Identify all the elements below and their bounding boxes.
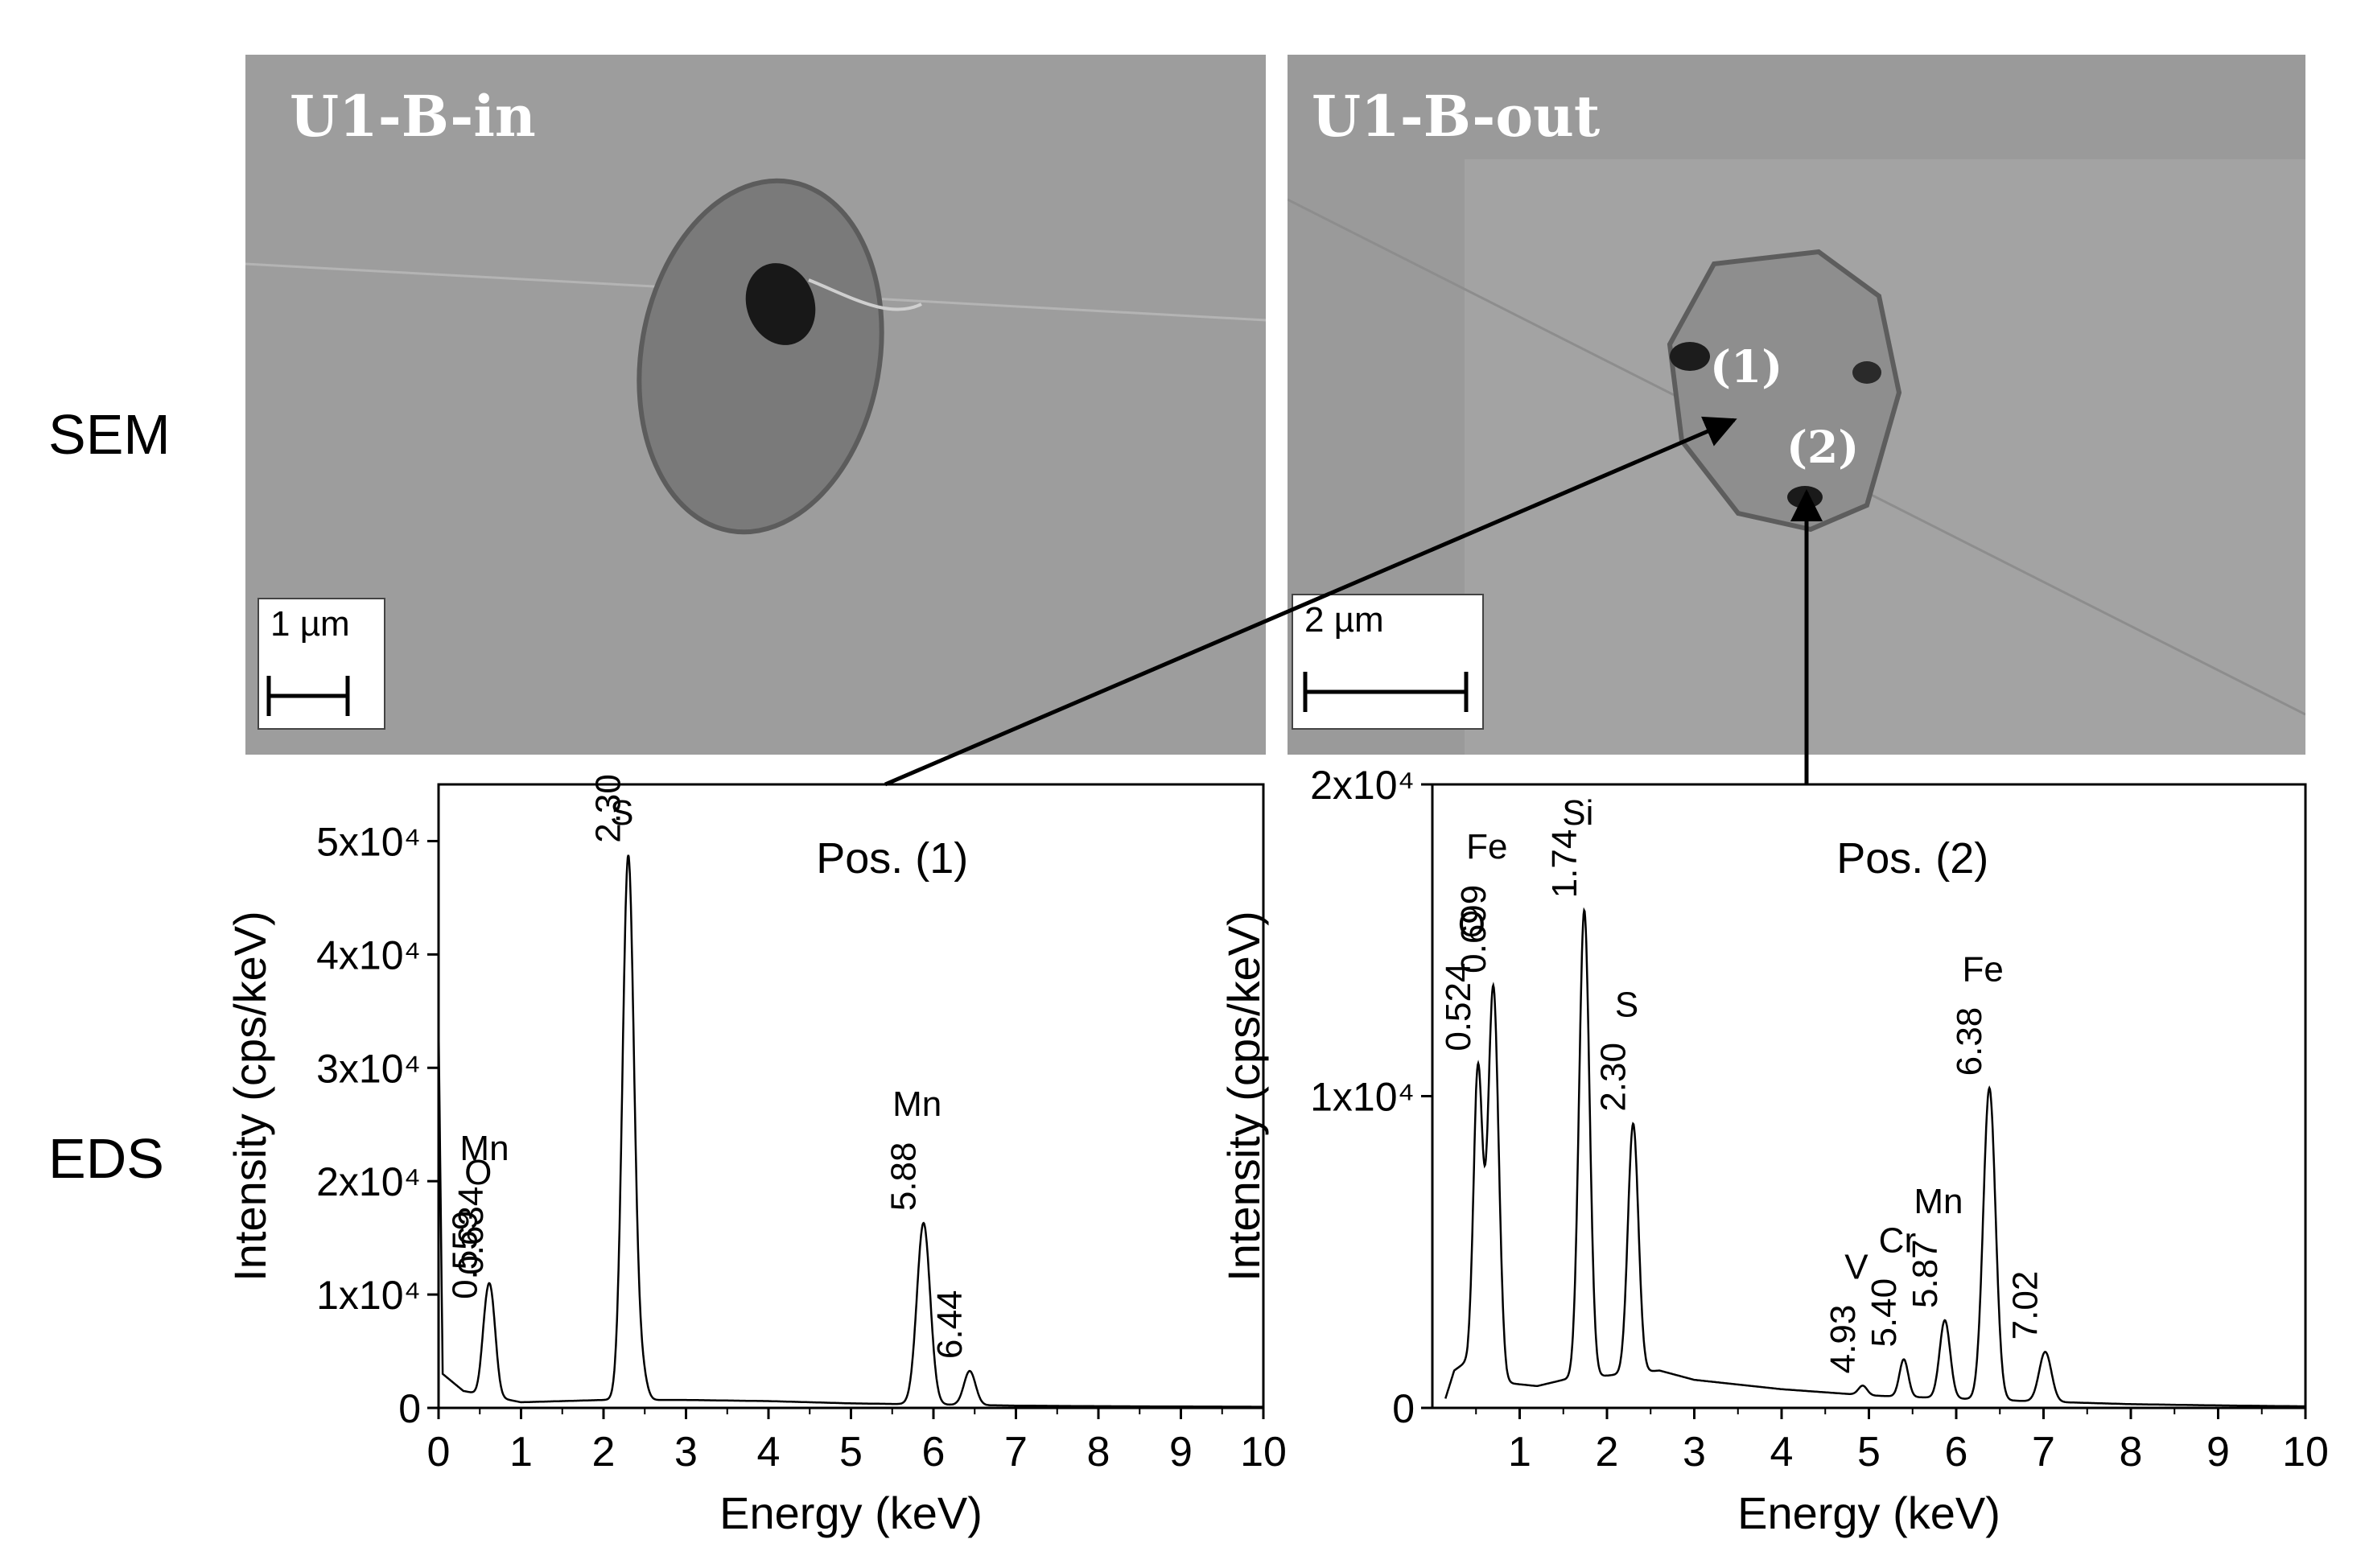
chart-title: Pos. (1): [816, 834, 968, 883]
x-tick-label: 2: [1596, 1429, 1619, 1475]
x-tick-label: 3: [674, 1429, 698, 1475]
x-tick-label: 6: [1945, 1429, 1968, 1475]
peak-value-label: 7.02: [2006, 1271, 2046, 1340]
y-tick-label: 4x10⁴: [316, 932, 421, 977]
peak-value-label: 1.74: [1545, 829, 1584, 899]
spectrum-line: [1444, 907, 2305, 1408]
x-tick-label: 9: [1169, 1429, 1193, 1475]
element-label: Si: [1562, 793, 1593, 833]
x-tick-label: 2: [592, 1429, 616, 1475]
chart-title: Pos. (2): [1836, 834, 1988, 883]
peak-value-label: 0.634: [451, 1187, 491, 1275]
element-label: V: [1844, 1247, 1869, 1286]
x-axis-label: Energy (keV): [719, 1488, 983, 1538]
connector-arrow-1: [884, 416, 1737, 787]
inclusion-in: [637, 178, 884, 535]
x-tick-label: 4: [1770, 1429, 1794, 1475]
scale-bar-label-in: 1 µm: [270, 604, 350, 644]
sem-image-in: U1-B-in 1 µm: [245, 55, 1266, 755]
spectrum-line: [437, 854, 1263, 1408]
x-tick-label: 1: [1508, 1429, 1531, 1475]
row-label-eds: EDS: [48, 1127, 164, 1190]
x-tick-label: 7: [2032, 1429, 2055, 1475]
x-tick-label: 7: [1004, 1429, 1028, 1475]
peak-value-label: 5.87: [1906, 1239, 1945, 1308]
y-tick-label: 0: [398, 1386, 421, 1431]
x-tick-label: 8: [2120, 1429, 2143, 1475]
element-label: Fe: [1963, 949, 2004, 989]
x-tick-label: 10: [1240, 1429, 1287, 1475]
peak-value-label: 2.30: [1594, 1043, 1634, 1112]
y-tick-label: 1x10⁴: [316, 1273, 421, 1318]
scale-bar-out: 2 µm: [1292, 594, 1484, 730]
x-tick-label: 10: [2282, 1429, 2329, 1475]
element-label: Fe: [1466, 827, 1507, 866]
element-label: S: [610, 793, 633, 833]
eds-chart-pos2: 1 2 3 4 5 6 7 8 9 10 0 1x10⁴ 2x10⁴ Energy (keV) Intens…: [1218, 763, 2329, 1538]
peak-value-label: 5.88: [884, 1142, 924, 1212]
marker-1: (1): [1710, 340, 1783, 393]
inclusion-out: [1667, 249, 1902, 533]
peak-value-label: 4.93: [1823, 1305, 1863, 1374]
y-axis-label: Intensity (cps/keV): [1218, 911, 1269, 1282]
y-tick-label: 5x10⁴: [316, 819, 421, 864]
element-label: Mn: [459, 1129, 509, 1168]
panel-title-in: U1-B-in: [290, 83, 536, 150]
peak-value-label: 5.40: [1864, 1278, 1904, 1348]
x-tick-label: 8: [1087, 1429, 1110, 1475]
y-tick-label: 3x10⁴: [316, 1046, 421, 1091]
peak-value-label: 0.559: [445, 1211, 484, 1299]
x-tick-label: 5: [1857, 1429, 1881, 1475]
row-label-sem: SEM: [48, 403, 171, 466]
x-tick-label: 6: [922, 1429, 946, 1475]
marker-2: (2): [1786, 421, 1860, 473]
sem-image-out: U1-B-out (1) (2) 2 µm: [1288, 55, 2305, 755]
x-tick-label: 1: [509, 1429, 533, 1475]
element-label: O: [464, 1153, 492, 1192]
element-label: O: [1458, 905, 1485, 945]
y-tick-label: 0: [1392, 1386, 1415, 1431]
x-tick-label: 4: [757, 1429, 781, 1475]
y-tick-label: 1x10⁴: [1310, 1075, 1415, 1120]
x-tick-label: 9: [2206, 1429, 2230, 1475]
y-tick-label: 2x10⁴: [316, 1159, 421, 1204]
eds-chart-pos1: 0 1 2 3 4 5 6 7 8 9 10 0 1x10⁴ 2x10⁴ 3x10⁴ 4x10⁴ 5x10⁴ En…: [225, 774, 1287, 1538]
scale-bar-in: 1 µm: [258, 598, 385, 730]
sem-micrograph-in: [245, 55, 1266, 755]
peak-value-label: 0.524: [1439, 963, 1478, 1052]
y-axis-label: Intensity (cps/keV): [225, 911, 275, 1282]
x-axis-label: Energy (keV): [1737, 1488, 2000, 1538]
peak-value-label: 0.699: [1454, 885, 1494, 973]
element-label: Mn: [1914, 1182, 1963, 1221]
element-label: Cr: [1879, 1221, 1916, 1261]
element-label: Mn: [892, 1084, 941, 1124]
element-label: S: [1615, 986, 1638, 1025]
y-tick-label: 2x10⁴: [1310, 763, 1415, 808]
sem-micrograph-out: [1288, 55, 2305, 755]
panel-title-out: U1-B-out: [1312, 83, 1601, 150]
x-tick-label: 3: [1683, 1429, 1706, 1475]
peak-value-label: 6.44: [930, 1290, 970, 1359]
peak-value-label: 6.38: [1950, 1007, 1989, 1076]
scale-bar-label-out: 2 µm: [1304, 600, 1384, 640]
peak-value-label: 2.30: [589, 774, 628, 843]
x-tick-label: 5: [839, 1429, 863, 1475]
x-tick-label: 0: [427, 1429, 451, 1475]
